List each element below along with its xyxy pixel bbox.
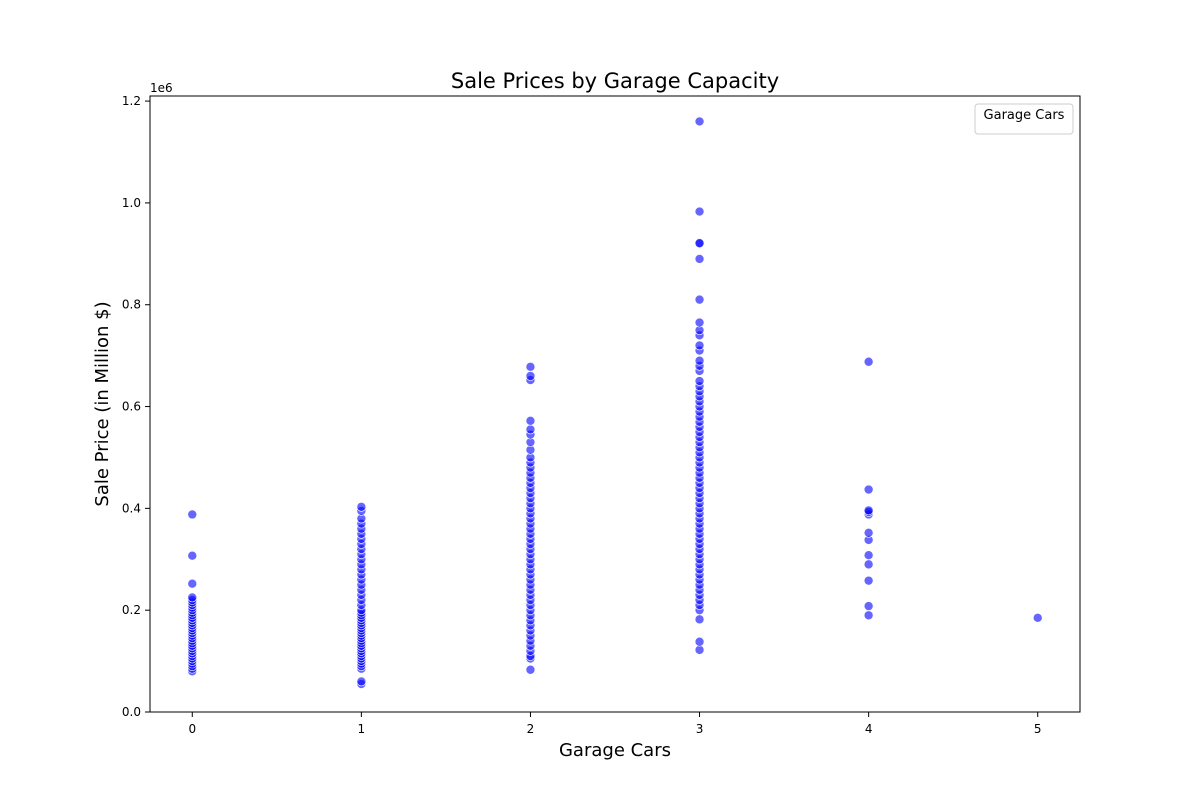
data-point	[356, 502, 367, 512]
x-tick-label: 4	[865, 722, 873, 736]
data-point	[694, 238, 705, 248]
data-point	[863, 484, 874, 495]
data-point	[863, 356, 874, 367]
y-tick-label: 1.2	[122, 94, 141, 108]
data-point	[525, 664, 536, 675]
y-axis-label: Sale Price (in Million $)	[92, 301, 113, 506]
chart-title: Sale Prices by Garage Capacity	[451, 69, 779, 93]
data-point	[694, 254, 705, 264]
data-point	[694, 206, 705, 217]
data-point	[863, 575, 874, 586]
data-point	[525, 415, 536, 426]
data-point	[694, 294, 705, 305]
data-point	[1032, 613, 1043, 623]
data-point	[694, 645, 705, 655]
data-point	[863, 610, 874, 621]
y-tick-label: 1.0	[122, 196, 141, 210]
data-point	[863, 559, 874, 570]
data-point	[694, 355, 705, 366]
data-point	[863, 601, 874, 611]
y-tick-label: 0.8	[122, 298, 141, 312]
data-point	[694, 376, 705, 386]
data-point	[187, 550, 198, 561]
x-axis: 0 1 2 3 4 5	[188, 712, 1042, 736]
data-point	[694, 340, 705, 351]
plot-frame	[149, 95, 1081, 713]
x-tick-label: 1	[358, 722, 366, 736]
y-tick-label: 0.0	[122, 705, 141, 719]
legend-box	[974, 103, 1074, 135]
y-offset-label: 1e6	[150, 81, 173, 95]
x-tick-label: 2	[527, 722, 535, 736]
y-tick-label: 0.6	[122, 400, 141, 414]
data-point	[694, 614, 705, 625]
data-point	[694, 116, 705, 127]
data-point	[863, 527, 874, 538]
data-points	[187, 116, 1043, 689]
x-tick-label: 0	[188, 722, 196, 736]
data-point	[863, 505, 874, 516]
data-point	[187, 578, 198, 589]
data-point	[525, 362, 536, 372]
y-tick-label: 0.2	[122, 603, 141, 617]
legend: Garage Cars	[974, 103, 1074, 135]
data-point	[863, 550, 874, 561]
data-point	[525, 424, 536, 435]
data-point	[187, 592, 198, 603]
data-point	[525, 371, 536, 381]
data-point	[694, 317, 705, 328]
data-point	[694, 636, 705, 647]
x-tick-label: 3	[696, 722, 704, 736]
x-axis-label: Garage Cars	[559, 740, 671, 761]
legend-title: Garage Cars	[984, 108, 1065, 123]
data-point	[356, 676, 367, 687]
data-point	[187, 509, 198, 520]
y-axis: 0.0 0.2 0.4 0.6 0.8 1.0 1.2	[122, 94, 150, 719]
x-tick-label: 5	[1034, 722, 1042, 736]
y-tick-label: 0.4	[122, 501, 141, 515]
